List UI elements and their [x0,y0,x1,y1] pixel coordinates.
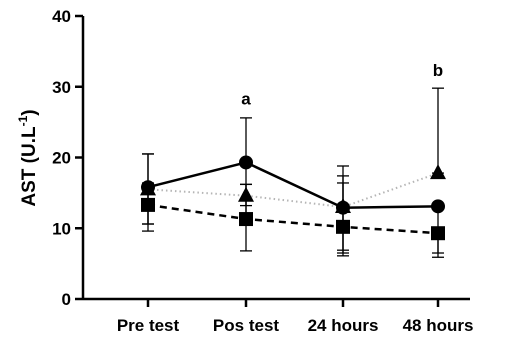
series-0-point-3 [431,199,445,214]
series-1-point-0 [140,180,156,196]
series-2-point-3 [431,226,445,241]
y-axis-title-superscript: -1 [16,115,30,126]
annotation-a: a [241,89,251,108]
x-axis: Pre test Pos test 24 hours 48 hours [83,297,474,335]
series-1-point-3 [430,164,446,180]
series-2-point-2 [336,219,350,234]
y-tick-label-30: 30 [52,78,71,97]
x-tick-label-0: Pre test [117,316,180,335]
x-tick-label-1: Pos test [213,316,279,335]
y-tick-label-10: 10 [52,219,71,238]
y-axis-title-suffix: ) [19,109,40,115]
y-tick-label-0: 0 [62,290,71,309]
series-1-error-bars [142,87,444,251]
series-2-point-0 [141,197,155,212]
series-0-point-1 [239,155,253,170]
series-layer [140,87,446,258]
y-tick-label-20: 20 [52,149,71,168]
series-2-point-1 [239,212,253,227]
series-1-point-1 [238,186,254,202]
x-tick-label-3: 48 hours [403,316,474,335]
series-1-point-2 [335,198,351,214]
annotation-b: b [433,61,443,80]
series-1-line [147,172,439,209]
y-axis-title-main: AST (U.L [19,126,40,207]
series-2-error-bars [142,182,444,258]
series-2-line [147,203,439,235]
y-axis: 0 10 20 30 40 [52,7,85,309]
x-tick-label-2: 24 hours [308,316,379,335]
y-axis-title: AST (U.L-1) [16,109,40,206]
series-0-line [147,161,439,209]
annotation-layer: ab [241,61,443,108]
y-tick-label-40: 40 [52,7,71,26]
